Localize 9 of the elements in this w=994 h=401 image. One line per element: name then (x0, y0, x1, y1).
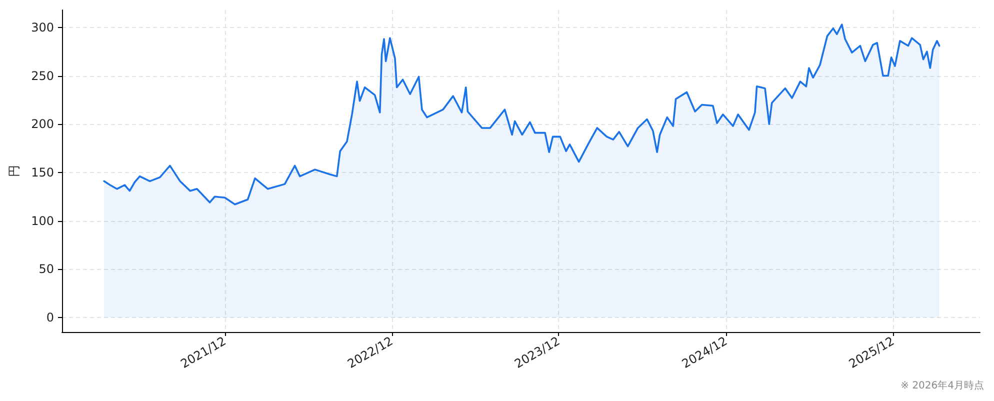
y-tick-label: 100 (31, 214, 54, 228)
y-tick-label: 0 (46, 310, 54, 324)
y-tick-label: 250 (31, 68, 54, 83)
y-tick-label: 200 (31, 117, 54, 132)
y-tick-label: 300 (31, 20, 54, 34)
text: ※ 2026年4月時点 (900, 380, 984, 392)
y-tick-label: 50 (38, 262, 54, 276)
y-axis-title: 円 (7, 165, 21, 177)
y-tick-label: 150 (31, 165, 54, 180)
